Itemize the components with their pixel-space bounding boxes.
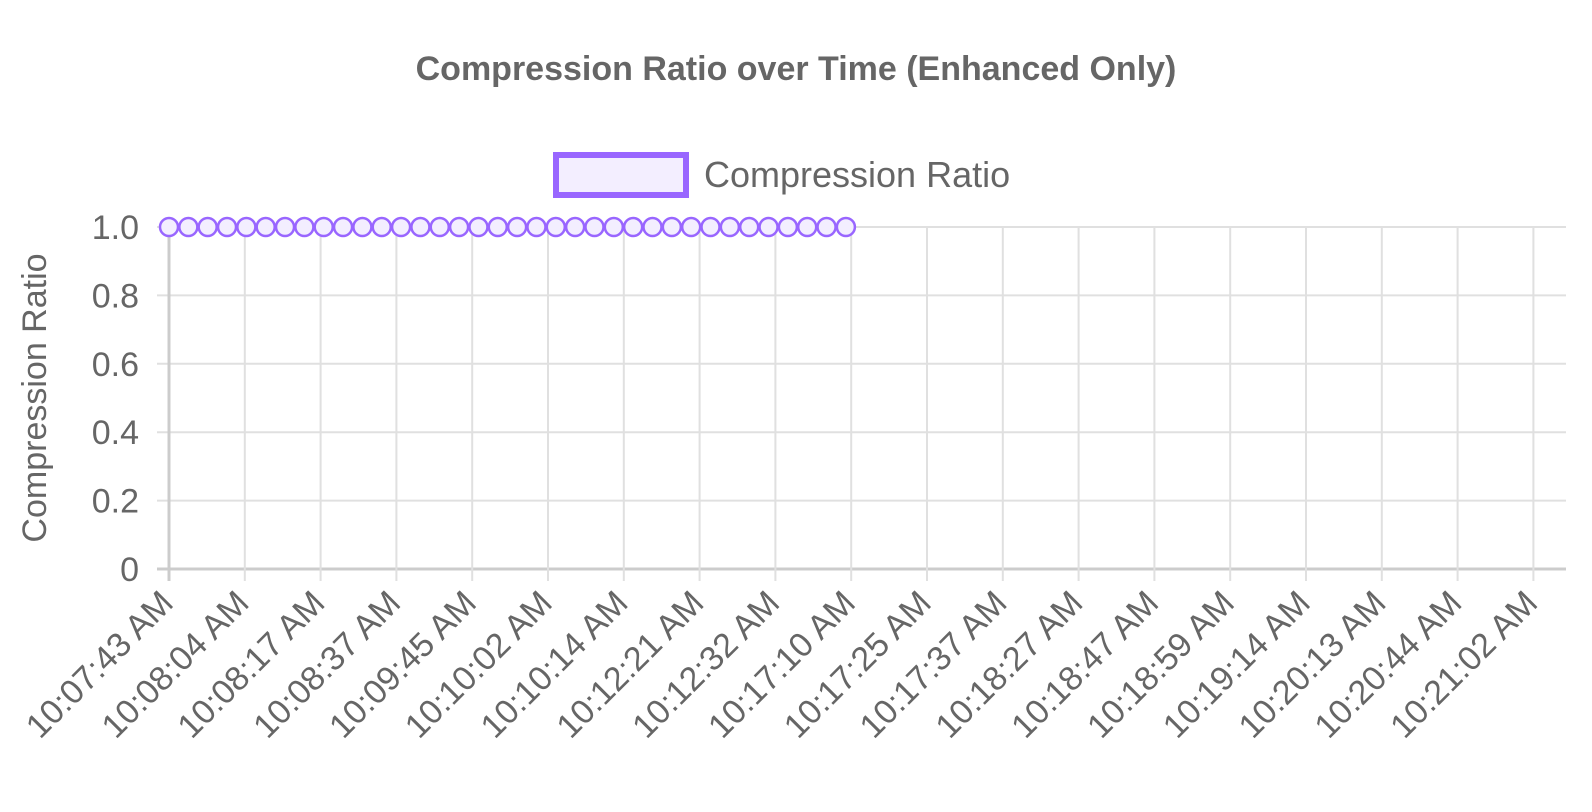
series-compression-ratio xyxy=(158,216,857,238)
data-point[interactable] xyxy=(680,216,702,238)
data-point[interactable] xyxy=(487,216,509,238)
data-point[interactable] xyxy=(429,216,451,238)
data-point[interactable] xyxy=(758,216,779,238)
data-point[interactable] xyxy=(236,216,257,238)
data-point[interactable] xyxy=(313,216,334,238)
data-point[interactable] xyxy=(158,216,180,238)
data-point[interactable] xyxy=(255,216,276,238)
data-point[interactable] xyxy=(332,216,354,238)
data-point[interactable] xyxy=(584,216,605,238)
data-point[interactable] xyxy=(545,216,567,238)
y-tick-label: 0 xyxy=(120,551,139,589)
legend-swatch xyxy=(553,152,689,198)
data-point[interactable] xyxy=(216,216,238,238)
data-point[interactable] xyxy=(390,216,412,238)
data-point[interactable] xyxy=(661,216,683,238)
y-tick-label: 0.2 xyxy=(92,483,139,521)
y-axis-title: Compression Ratio xyxy=(16,253,54,542)
data-point[interactable] xyxy=(506,216,528,238)
data-point[interactable] xyxy=(468,216,489,238)
data-point[interactable] xyxy=(274,216,296,238)
data-point[interactable] xyxy=(738,216,760,238)
chart-title: Compression Ratio over Time (Enhanced On… xyxy=(416,50,1177,88)
data-point[interactable] xyxy=(642,216,663,238)
data-point[interactable] xyxy=(835,216,857,238)
data-point[interactable] xyxy=(294,216,315,238)
data-point[interactable] xyxy=(700,216,721,238)
y-tick-label: 1.0 xyxy=(92,209,139,247)
data-point[interactable] xyxy=(719,216,741,238)
y-tick-label: 0.4 xyxy=(92,414,139,452)
data-point[interactable] xyxy=(410,216,431,238)
data-point[interactable] xyxy=(352,216,373,238)
grid xyxy=(157,226,1566,581)
data-point[interactable] xyxy=(796,216,818,238)
y-tick-label: 0.6 xyxy=(92,346,139,384)
data-point[interactable] xyxy=(526,216,547,238)
y-axis: 0 0.2 0.4 0.6 0.8 1.0 xyxy=(92,209,139,589)
data-point[interactable] xyxy=(448,216,470,238)
data-point[interactable] xyxy=(178,216,199,238)
legend[interactable]: Compression Ratio xyxy=(553,152,1010,198)
data-point[interactable] xyxy=(777,216,799,238)
data-point[interactable] xyxy=(564,216,586,238)
data-point[interactable] xyxy=(816,216,837,238)
data-point[interactable] xyxy=(371,216,392,238)
data-point[interactable] xyxy=(622,216,644,238)
legend-label: Compression Ratio xyxy=(704,154,1010,195)
y-tick-label: 0.8 xyxy=(92,277,139,315)
data-point[interactable] xyxy=(197,216,218,238)
data-point[interactable] xyxy=(603,216,625,238)
